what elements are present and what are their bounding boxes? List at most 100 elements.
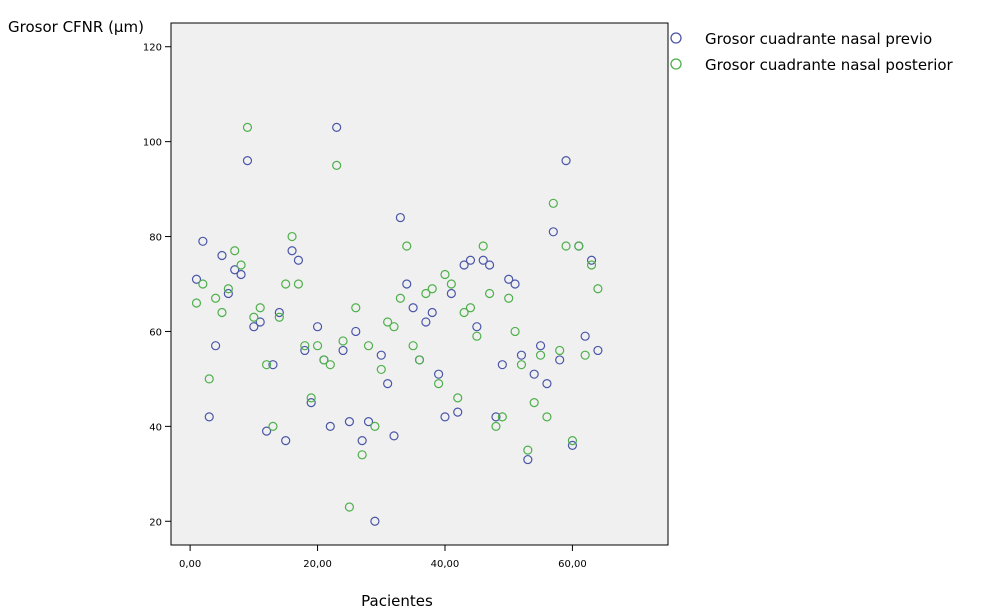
x-axis: 0,00 20,00 40,00 60,00 xyxy=(179,545,587,570)
data-point xyxy=(497,412,507,422)
data-point xyxy=(357,450,367,460)
data-point xyxy=(236,269,246,280)
x-tick-label: 40,00 xyxy=(431,559,460,570)
data-point xyxy=(325,421,335,431)
data-point xyxy=(217,307,227,318)
data-point xyxy=(535,350,546,360)
legend: Grosor cuadrante nasal previo Grosor cua… xyxy=(670,30,954,74)
legend-marker-posterior xyxy=(670,58,682,70)
data-point xyxy=(459,307,469,318)
data-point xyxy=(484,260,495,270)
data-point xyxy=(389,322,399,332)
data-point xyxy=(453,393,463,403)
data-point xyxy=(249,322,259,332)
legend-label-previo: Grosor cuadrante nasal previo xyxy=(705,30,932,48)
data-point xyxy=(363,417,374,427)
data-point xyxy=(351,303,361,313)
y-axis-title: Grosor CFNR (µm) xyxy=(8,18,144,36)
data-point xyxy=(211,341,221,351)
data-point xyxy=(516,350,527,360)
data-point xyxy=(370,516,380,526)
data-point xyxy=(230,265,240,275)
data-point xyxy=(312,341,323,351)
y-tick-label: 80 xyxy=(149,233,162,244)
data-point xyxy=(287,246,297,256)
legend-label-posterior: Grosor cuadrante nasal posterior xyxy=(705,56,954,74)
data-point xyxy=(459,260,469,270)
x-tick-label: 60,00 xyxy=(558,559,587,570)
data-point xyxy=(261,426,272,436)
data-point xyxy=(338,336,348,346)
data-point xyxy=(484,288,495,299)
data-point xyxy=(446,288,456,299)
data-point xyxy=(548,227,558,237)
data-point xyxy=(491,412,501,422)
data-point xyxy=(548,198,558,208)
data-point xyxy=(389,431,399,441)
data-point xyxy=(255,317,265,327)
data-point xyxy=(535,341,546,351)
data-point xyxy=(281,279,291,289)
y-tick-label: 40 xyxy=(149,422,162,433)
data-point xyxy=(287,231,297,242)
data-point xyxy=(561,241,571,251)
data-point xyxy=(453,407,463,417)
data-point xyxy=(306,393,316,403)
data-point xyxy=(555,345,565,356)
y-axis: 20 40 60 80 100 120 xyxy=(143,43,171,528)
plot-area xyxy=(170,22,669,546)
y-tick-label: 20 xyxy=(149,517,162,528)
data-point xyxy=(223,284,233,294)
data-point xyxy=(593,284,603,294)
x-tick-label: 0,00 xyxy=(179,559,201,570)
data-point xyxy=(306,398,316,408)
data-point xyxy=(198,279,208,289)
data-point xyxy=(191,274,202,284)
data-point xyxy=(351,326,361,337)
data-point xyxy=(249,312,259,322)
data-point xyxy=(344,417,355,427)
x-axis-title: Pacientes xyxy=(361,592,433,610)
data-point xyxy=(223,288,233,299)
data-point xyxy=(408,303,418,313)
data-point xyxy=(434,379,444,389)
data-point xyxy=(402,279,412,289)
data-point xyxy=(440,412,450,422)
data-point xyxy=(561,156,571,166)
data-point xyxy=(465,255,476,265)
data-point xyxy=(338,345,348,356)
data-point xyxy=(293,279,304,289)
data-point xyxy=(408,341,418,351)
data-point xyxy=(217,250,227,261)
data-point xyxy=(204,412,214,422)
data-point xyxy=(491,421,501,431)
data-point xyxy=(242,122,253,133)
data-point xyxy=(529,398,539,408)
data-point xyxy=(191,298,202,308)
y-tick-label: 120 xyxy=(143,43,162,54)
data-point xyxy=(529,369,539,379)
data-point xyxy=(274,312,284,322)
data-point xyxy=(523,454,533,465)
data-point xyxy=(395,293,405,303)
data-point xyxy=(332,160,342,170)
data-point xyxy=(293,255,304,265)
data-point xyxy=(344,502,355,512)
data-point xyxy=(395,212,405,223)
data-point xyxy=(427,284,437,294)
data-point xyxy=(472,322,482,332)
data-point xyxy=(236,260,246,270)
data-point xyxy=(402,241,412,251)
data-point xyxy=(497,360,507,370)
data-point xyxy=(434,369,444,379)
data-point xyxy=(319,355,329,365)
data-point xyxy=(555,355,565,365)
data-point xyxy=(427,307,437,318)
data-point xyxy=(523,445,533,455)
data-point xyxy=(516,360,527,370)
data-point xyxy=(211,293,221,303)
data-point xyxy=(376,364,386,375)
data-point xyxy=(383,317,393,327)
data-point xyxy=(383,379,393,389)
